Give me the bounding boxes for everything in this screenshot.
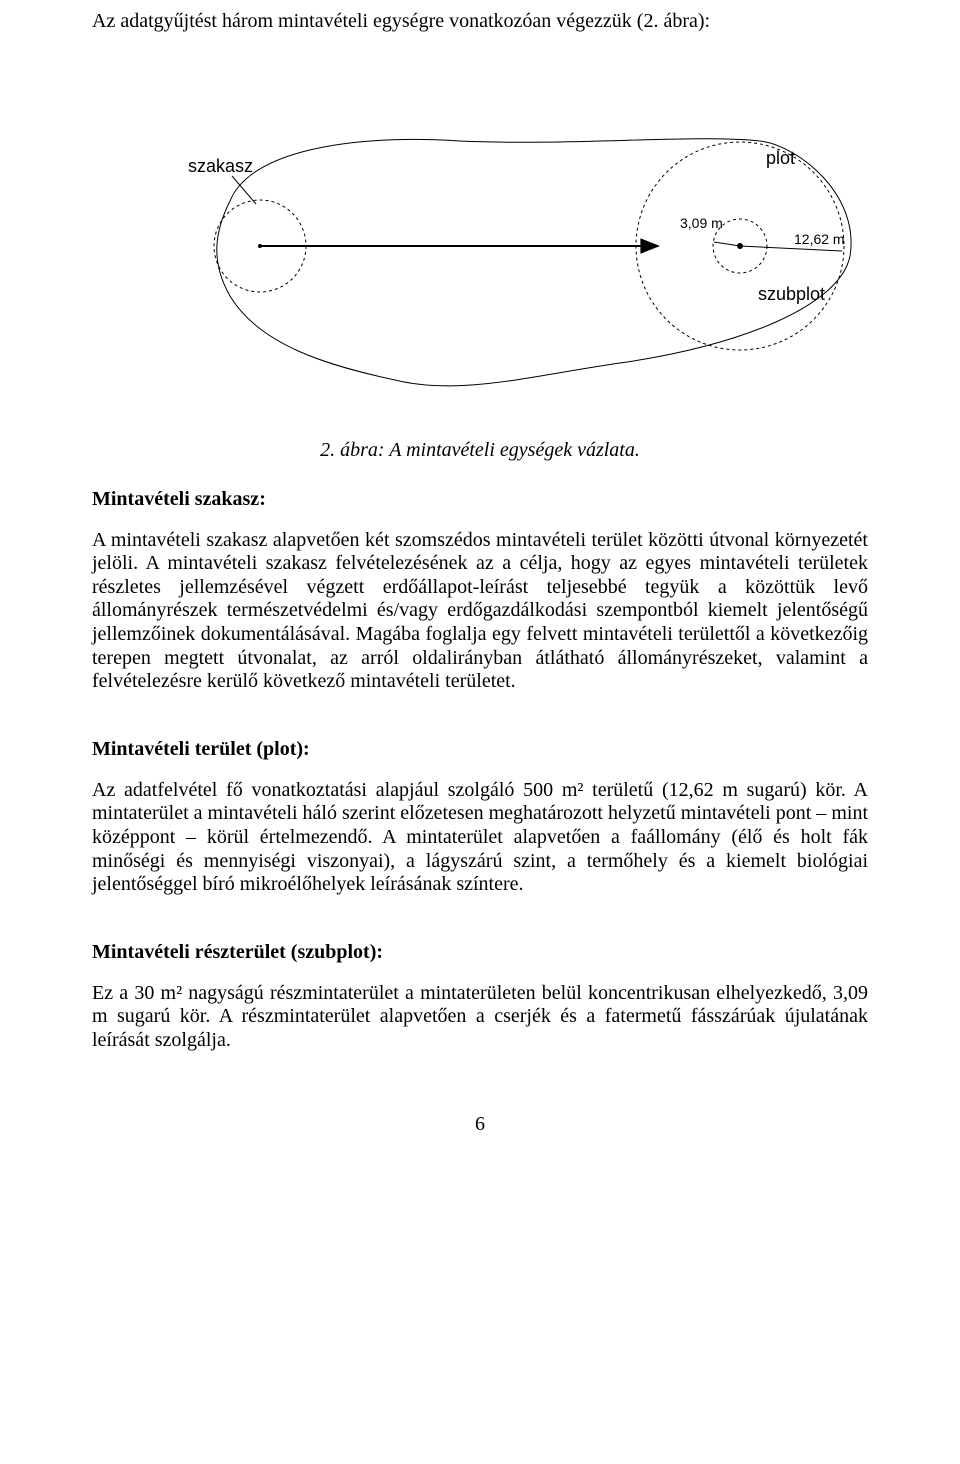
section3-body: Ez a 30 m² nagyságú részmintaterület a m… xyxy=(92,982,868,1053)
page-number: 6 xyxy=(92,1113,868,1136)
section1-heading: Mintavételi szakasz: xyxy=(92,488,868,511)
section2-body: Az adatfelvétel fő vonatkoztatási alapjá… xyxy=(92,779,868,897)
svg-text:szubplot: szubplot xyxy=(758,284,825,304)
svg-text:plot: plot xyxy=(766,148,795,168)
section3-heading: Mintavételi részterület (szubplot): xyxy=(92,941,868,964)
page: Az adatgyűjtést három mintavételi egység… xyxy=(0,0,960,1176)
svg-text:12,62 m: 12,62 m xyxy=(794,231,845,247)
diagram-svg: szakasz plot szubplot 3,09 m 12,62 m xyxy=(100,56,860,416)
sampling-units-diagram: szakasz plot szubplot 3,09 m 12,62 m xyxy=(100,56,860,421)
intro-paragraph: Az adatgyűjtést három mintavételi egység… xyxy=(92,10,868,34)
svg-text:szakasz: szakasz xyxy=(188,156,253,176)
svg-text:3,09 m: 3,09 m xyxy=(680,215,723,231)
section1-body: A mintavételi szakasz alapvetően két szo… xyxy=(92,529,868,694)
section2-heading: Mintavételi terület (plot): xyxy=(92,738,868,761)
figure-caption: 2. ábra: A mintavételi egységek vázlata. xyxy=(92,439,868,462)
